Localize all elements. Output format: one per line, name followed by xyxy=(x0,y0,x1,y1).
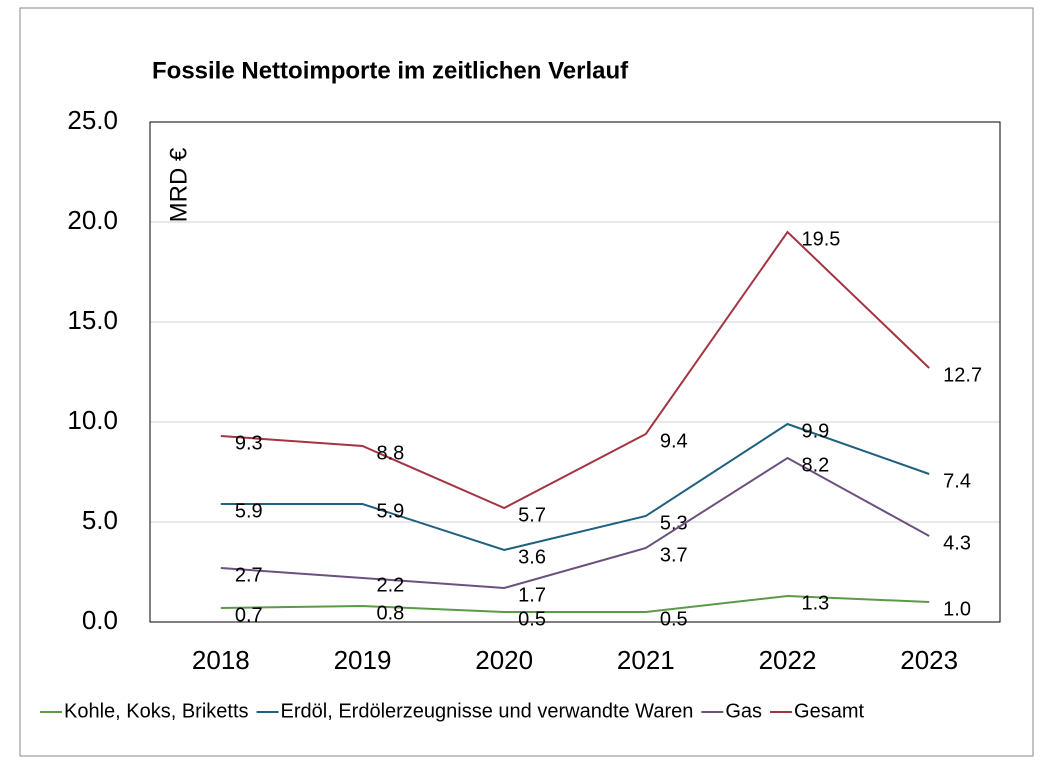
plot-frame xyxy=(149,121,1001,623)
data-label: 3.7 xyxy=(660,544,688,566)
data-label: 0.8 xyxy=(377,602,405,624)
x-tick-label: 2019 xyxy=(334,645,392,675)
chart-border xyxy=(19,7,1034,757)
data-label: 8.2 xyxy=(802,454,830,476)
y-tick-label: 20.0 xyxy=(67,205,118,235)
data-label: 3.6 xyxy=(518,546,546,568)
y-tick-label: 25.0 xyxy=(67,105,118,135)
data-label: 1.7 xyxy=(518,584,546,606)
data-label: 0.5 xyxy=(518,608,546,630)
x-tick-label: 2021 xyxy=(617,645,675,675)
data-label: 12.7 xyxy=(943,364,982,386)
data-label: 0.7 xyxy=(235,604,263,626)
legend-label: Erdöl, Erdölerzeugnisse und verwandte Wa… xyxy=(281,700,694,722)
data-label: 8.8 xyxy=(377,442,405,464)
x-tick-label: 2018 xyxy=(192,645,250,675)
y-tick-label: 15.0 xyxy=(67,305,118,335)
legend-label: Gesamt xyxy=(794,700,864,722)
data-label: 5.3 xyxy=(660,512,688,534)
data-line xyxy=(220,594,930,613)
y-tick-label: 5.0 xyxy=(82,505,118,535)
data-label: 1.0 xyxy=(943,598,971,620)
data-label: 5.7 xyxy=(518,504,546,526)
data-label: 4.3 xyxy=(943,532,971,554)
x-tick-label: 2023 xyxy=(900,645,958,675)
data-label: 9.3 xyxy=(235,432,263,454)
x-tick-label: 2022 xyxy=(759,645,817,675)
x-tick-label: 2020 xyxy=(475,645,533,675)
data-label: 19.5 xyxy=(802,228,841,250)
legend-label: Kohle, Koks, Briketts xyxy=(64,700,249,722)
data-label: 5.9 xyxy=(235,500,263,522)
y-tick-label: 0.0 xyxy=(82,605,118,635)
y-tick-label: 10.0 xyxy=(67,405,118,435)
data-line xyxy=(220,422,930,552)
data-label: 0.5 xyxy=(660,608,688,630)
data-label: 7.4 xyxy=(943,470,971,492)
data-label: 1.3 xyxy=(802,592,830,614)
data-label: 9.9 xyxy=(802,420,830,442)
data-label: 2.7 xyxy=(235,564,263,586)
data-line xyxy=(220,456,930,590)
chart-title: Fossile Nettoimporte im zeitlichen Verla… xyxy=(152,57,629,84)
data-label: 2.2 xyxy=(377,574,405,596)
y-axis-label: MRD € xyxy=(165,147,192,222)
data-line xyxy=(220,230,930,510)
legend-label: Gas xyxy=(725,700,762,722)
data-label: 9.4 xyxy=(660,430,688,452)
data-label: 5.9 xyxy=(377,500,405,522)
